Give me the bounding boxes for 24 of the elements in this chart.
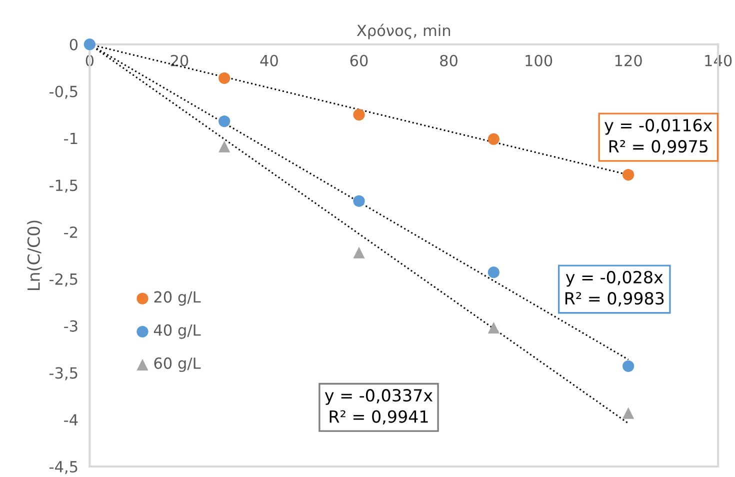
x-tick-label: 80 <box>440 54 458 66</box>
annotation: y = -0,0116x R² = 0,9975 <box>604 118 712 154</box>
annotation: y = -0,028x R² = 0,9983 <box>565 270 664 306</box>
x-tick-label: 40 <box>260 54 278 66</box>
y-tick-label: -2 <box>64 226 78 238</box>
y-tick-label: -0,5 <box>50 86 78 99</box>
annotation: y = -0,0337x R² = 0,9941 <box>324 389 433 425</box>
y-tick-label: -3 <box>64 320 78 332</box>
y-tick-label: -2,5 <box>50 273 78 286</box>
y-tick-label: -3,5 <box>50 367 78 380</box>
y-tick-label: 0 <box>70 38 78 50</box>
y-axis-title: Ln(C/C0) <box>27 220 42 290</box>
y-tick-label: -1,5 <box>50 180 78 193</box>
y-tick-label: -4 <box>64 414 78 426</box>
x-tick-label: 60 <box>350 54 368 66</box>
y-tick-label: -4,5 <box>50 461 78 474</box>
y-tick-label: -1 <box>64 132 78 144</box>
x-axis-title: Χρόνος, min <box>356 24 450 40</box>
legend-label: 20 g/L <box>154 291 201 306</box>
legend-label: 40 g/L <box>154 324 201 339</box>
x-tick-label: 120 <box>615 54 642 66</box>
legend-label: 60 g/L <box>154 357 201 372</box>
x-tick-label: 20 <box>170 54 188 66</box>
x-tick-label: 100 <box>526 54 552 66</box>
